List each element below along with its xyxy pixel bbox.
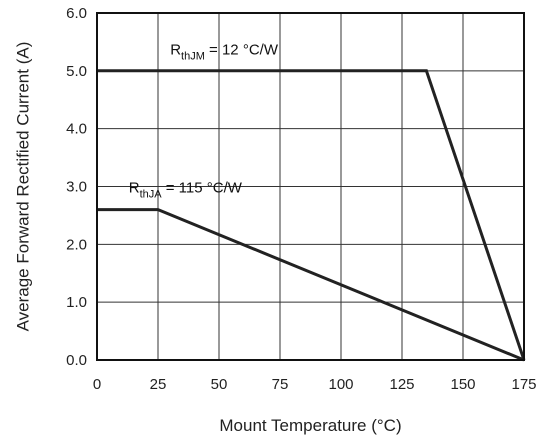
x-tick-label: 0 (93, 376, 101, 393)
y-tick-label: 6.0 (66, 5, 87, 22)
x-tick-label: 150 (450, 376, 475, 393)
x-axis-label: Mount Temperature (°C) (219, 416, 401, 435)
series-annotations: RthJM = 12 °C/W RthJA = 115 °C/W (129, 42, 279, 201)
series-annotation-0: RthJM = 12 °C/W (170, 42, 279, 63)
y-tick-label: 1.0 (66, 294, 87, 311)
x-tick-label: 25 (150, 376, 167, 393)
series-line-0 (97, 69, 526, 361)
y-axis-label: Average Forward Rectified Current (A) (13, 42, 32, 332)
y-tick-label: 2.0 (66, 236, 87, 253)
x-tick-label: 75 (272, 376, 289, 393)
series-line-1 (97, 208, 525, 362)
x-tick-label: 100 (328, 376, 353, 393)
y-tick-labels: 0.0 1.0 2.0 3.0 4.0 5.0 6.0 (66, 5, 87, 369)
series-annotation-1: RthJA = 115 °C/W (129, 179, 243, 200)
y-tick-label: 4.0 (66, 121, 87, 138)
y-tick-label: 0.0 (66, 352, 87, 369)
x-tick-labels: 0 25 50 75 100 125 150 175 (93, 376, 537, 393)
x-tick-label: 125 (389, 376, 414, 393)
x-tick-label: 175 (511, 376, 536, 393)
y-tick-label: 3.0 (66, 179, 87, 196)
series-layer (97, 69, 526, 362)
x-tick-label: 50 (211, 376, 228, 393)
y-tick-label: 5.0 (66, 63, 87, 80)
plot-frame (96, 12, 525, 361)
